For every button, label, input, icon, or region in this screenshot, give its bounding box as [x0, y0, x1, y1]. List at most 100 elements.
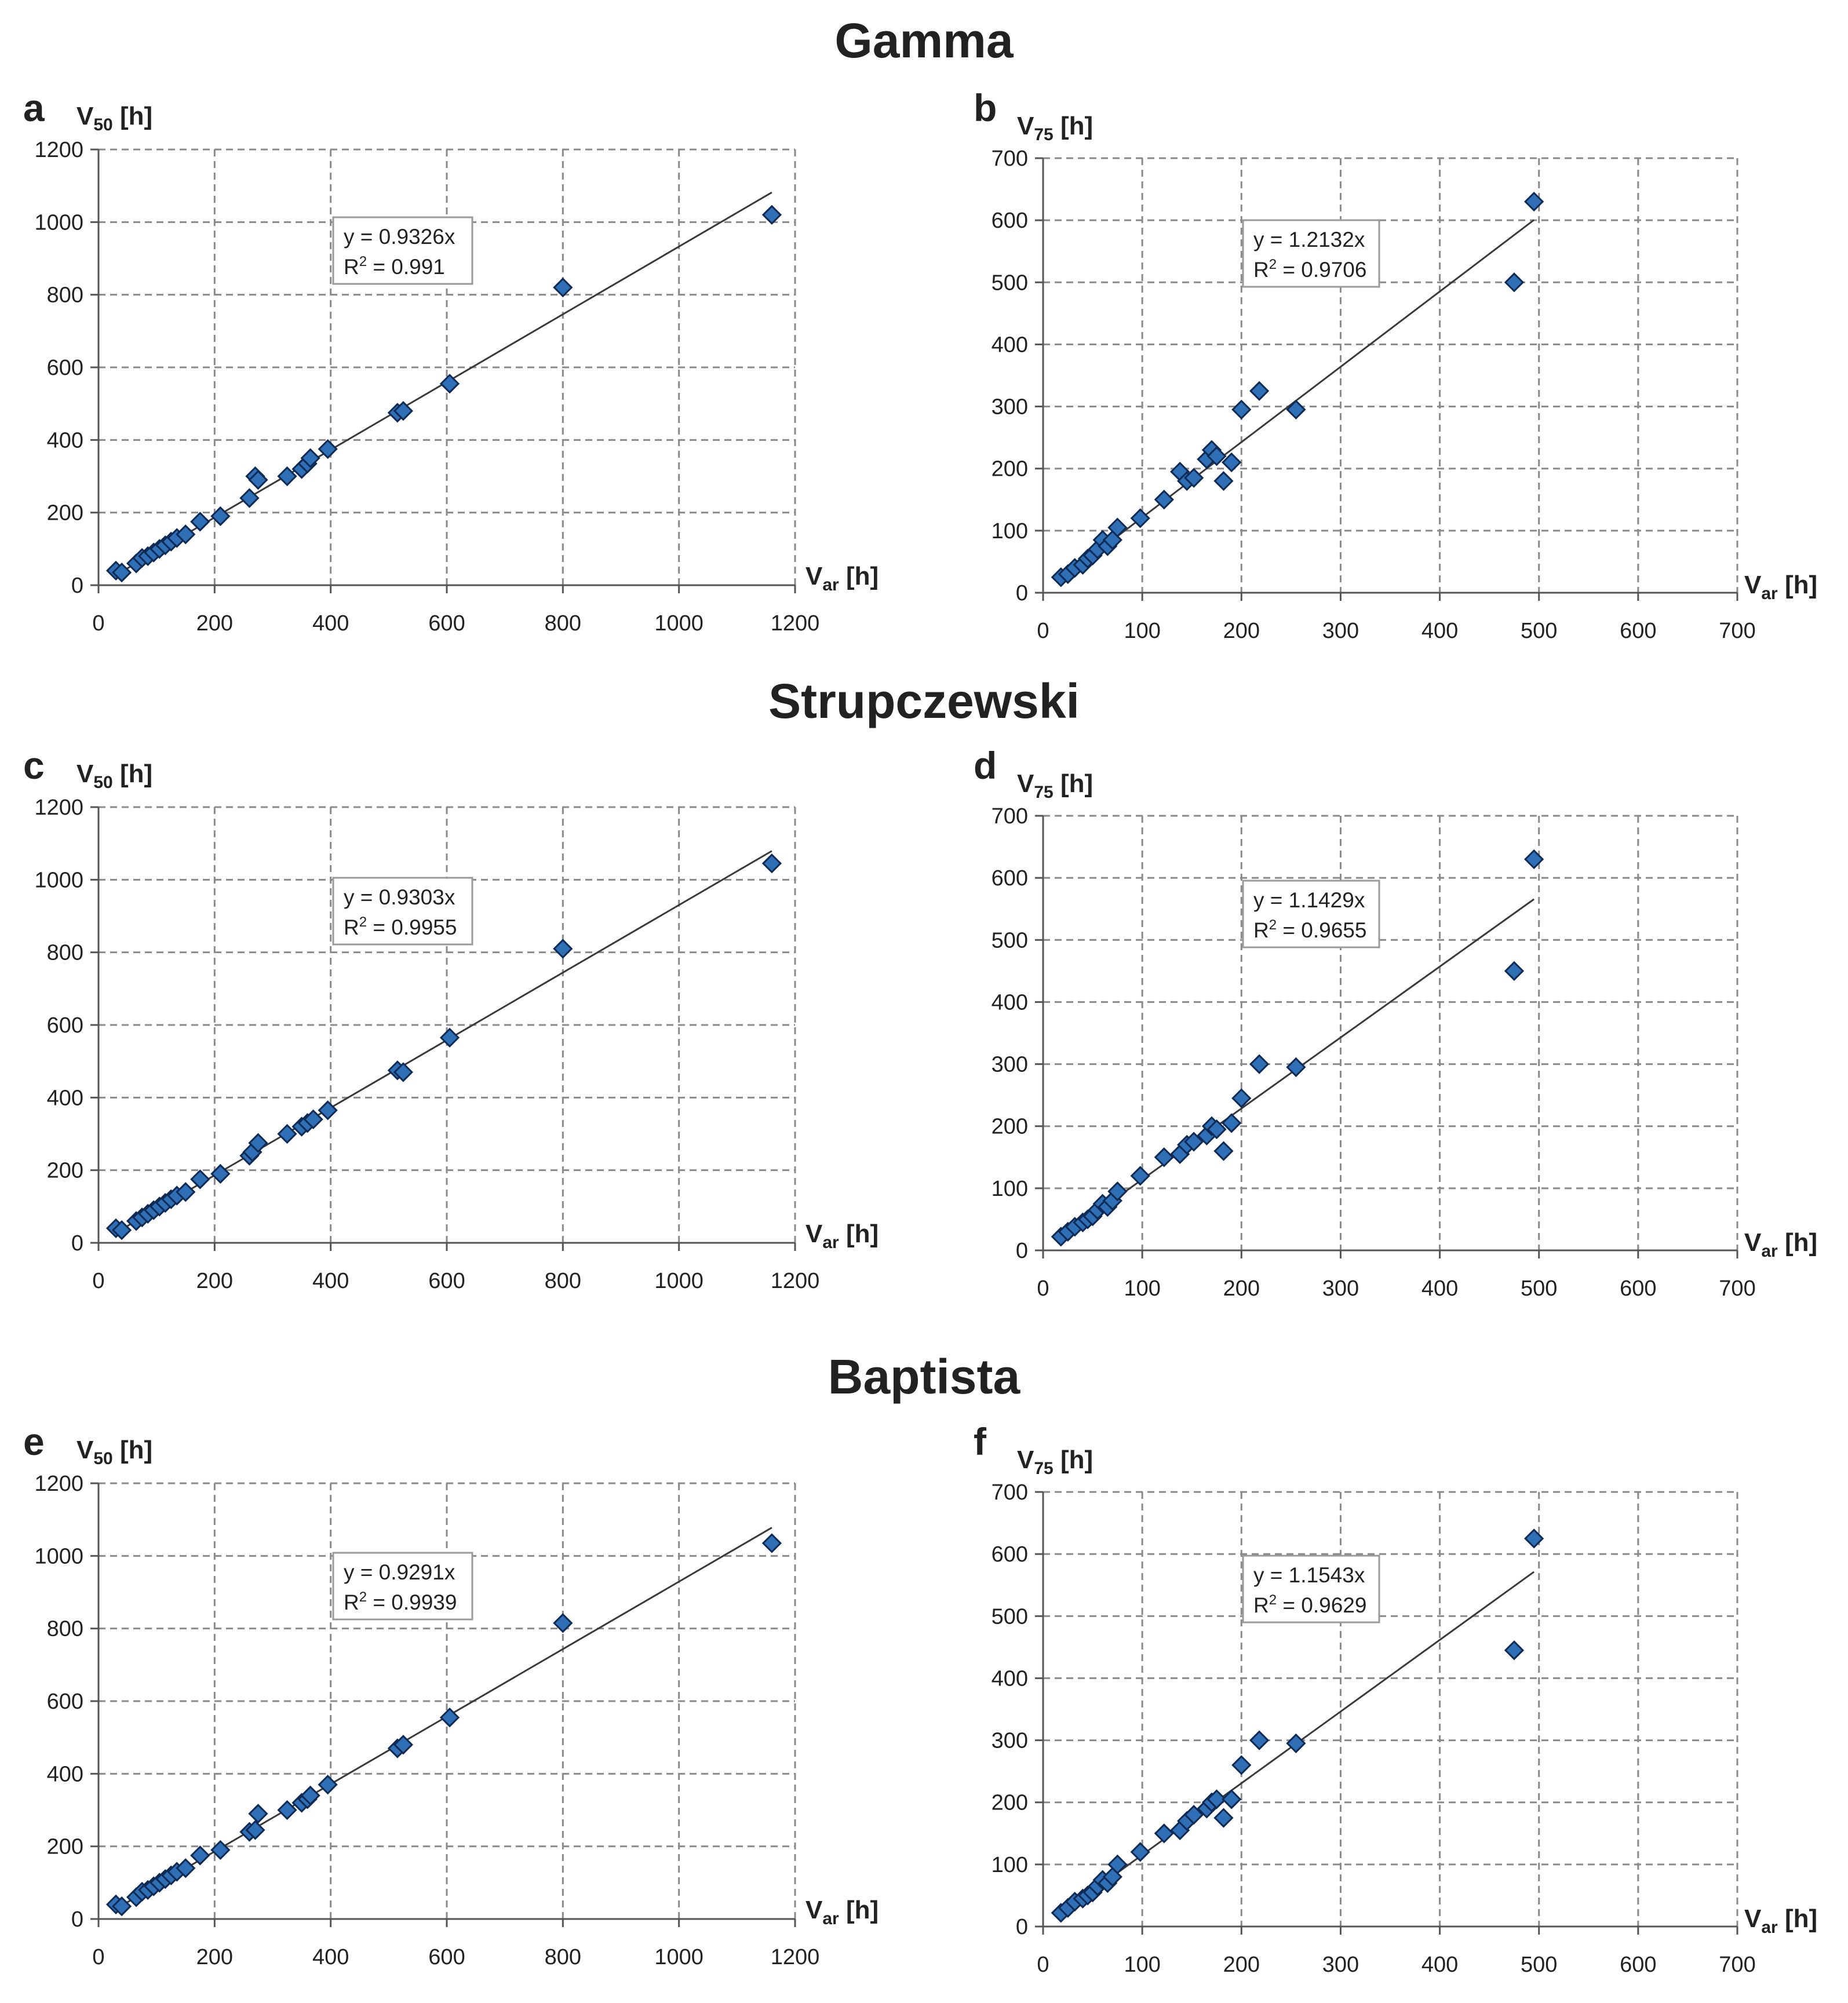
y-tick-label-a-600: 600: [47, 356, 83, 380]
data-point-f-12: [1154, 1823, 1174, 1844]
y-tick-label-d-0: 0: [1016, 1239, 1028, 1263]
data-point-b-11: [1130, 508, 1150, 528]
data-point-f-21: [1231, 1755, 1252, 1775]
y-tick-label-a-1000: 1000: [34, 210, 83, 235]
data-point-a-16: [277, 466, 297, 487]
x-tick-label-b-0: 0: [1037, 619, 1049, 643]
data-point-d-18: [1207, 1119, 1227, 1140]
data-point-a-24: [553, 278, 573, 298]
data-point-f-19: [1213, 1808, 1234, 1828]
data-point-c-20: [318, 1100, 338, 1121]
y-tick-label-f-500: 500: [992, 1604, 1028, 1629]
x-tick-label-a-600: 600: [428, 611, 465, 636]
r-squared-c: R2 = 0.9955: [344, 914, 457, 939]
x-tick-label-c-400: 400: [312, 1269, 349, 1293]
y-tick-label-e-400: 400: [47, 1762, 83, 1786]
data-point-d-21: [1231, 1088, 1252, 1108]
chart-a: 0 200 400 600 800 1000 1200 0 200 400 600 800 1000 12…: [34, 138, 819, 636]
data-point-e-19: [300, 1785, 320, 1806]
equation-b: y = 1.2132x: [1253, 228, 1365, 251]
panel-letter-d: d: [974, 744, 997, 787]
r-squared-a: R2 = 0.991: [344, 254, 445, 279]
x-tick-label-a-0: 0: [92, 611, 104, 636]
chart-d: 0 100 200 300 400 500 600 700 0 100 200 300 400 500 60…: [992, 804, 1756, 1301]
r-squared-e: R2 = 0.9939: [344, 1589, 457, 1614]
data-point-c-1: [111, 1220, 132, 1241]
data-point-e-1: [111, 1896, 132, 1917]
y-tick-label-f-600: 600: [992, 1542, 1028, 1567]
data-point-d-22: [1249, 1054, 1270, 1074]
equation-box-c: [332, 877, 473, 946]
x-tick-label-c-1200: 1200: [771, 1269, 820, 1293]
data-point-a-12: [210, 506, 231, 527]
data-point-a-10: [176, 524, 196, 545]
y-tick-label-d-200: 200: [992, 1115, 1028, 1139]
y-tick-label-d-100: 100: [992, 1177, 1028, 1201]
y-tick-label-e-0: 0: [71, 1907, 83, 1932]
data-point-f-18: [1207, 1789, 1227, 1809]
data-point-b-24: [1504, 272, 1525, 293]
r-squared-f: R2 = 0.9629: [1253, 1592, 1366, 1617]
data-point-a-15: [248, 470, 268, 490]
y-tick-label-d-500: 500: [992, 928, 1028, 953]
data-point-a-13: [239, 488, 260, 508]
x-tick-label-d-600: 600: [1620, 1276, 1656, 1301]
data-point-e-20: [318, 1775, 338, 1795]
x-tick-label-a-1200: 1200: [771, 611, 820, 636]
x-tick-label-c-200: 200: [196, 1269, 233, 1293]
data-point-e-16: [277, 1800, 297, 1820]
x-axis-label-b: Var [h]: [1744, 571, 1818, 603]
y-tick-label-b-0: 0: [1016, 581, 1028, 605]
y-tick-label-b-400: 400: [992, 333, 1028, 357]
y-tick-label-b-500: 500: [992, 271, 1028, 295]
data-point-b-15: [1184, 468, 1204, 488]
x-tick-label-e-1200: 1200: [771, 1945, 820, 1969]
data-point-f-15: [1184, 1805, 1204, 1825]
data-point-a-1: [111, 562, 132, 583]
y-tick-label-c-800: 800: [47, 941, 83, 965]
equation-box-e: [332, 1552, 473, 1621]
panel-letter-e: e: [23, 1420, 45, 1463]
equation-c: y = 0.9303x: [344, 885, 455, 909]
data-point-a-19: [300, 448, 320, 468]
y-tick-label-a-200: 200: [47, 501, 83, 526]
y-tick-label-f-100: 100: [992, 1853, 1028, 1877]
y-tick-label-f-700: 700: [992, 1480, 1028, 1505]
data-point-f-23: [1286, 1733, 1306, 1754]
equation-box-a: [332, 216, 473, 285]
data-point-c-15: [248, 1133, 268, 1153]
x-tick-label-f-600: 600: [1620, 1953, 1656, 1977]
data-point-c-25: [761, 853, 782, 874]
x-tick-label-e-200: 200: [196, 1945, 233, 1969]
data-point-e-15: [248, 1804, 268, 1824]
y-tick-label-c-600: 600: [47, 1013, 83, 1038]
x-tick-label-a-1000: 1000: [654, 611, 704, 636]
x-axis-label-c: Var [h]: [805, 1220, 879, 1252]
y-tick-label-b-700: 700: [992, 147, 1028, 171]
data-point-f-22: [1249, 1730, 1270, 1750]
panel-letter-a: a: [23, 86, 45, 129]
data-point-a-22: [393, 401, 413, 421]
data-point-d-20: [1222, 1113, 1242, 1133]
data-point-c-16: [277, 1123, 297, 1144]
x-tick-label-a-200: 200: [196, 611, 233, 636]
data-point-b-12: [1154, 490, 1174, 510]
x-tick-label-c-800: 800: [545, 1269, 581, 1293]
data-point-e-24: [553, 1613, 573, 1633]
data-point-d-25: [1524, 849, 1544, 870]
x-axis-label-e: Var [h]: [805, 1896, 879, 1928]
equation-box-d: [1242, 880, 1380, 948]
data-point-b-25: [1524, 191, 1544, 212]
y-tick-label-e-600: 600: [47, 1690, 83, 1714]
data-point-d-15: [1184, 1132, 1204, 1152]
x-tick-label-b-500: 500: [1521, 619, 1557, 643]
data-point-b-18: [1207, 446, 1227, 466]
data-point-a-11: [190, 512, 210, 532]
x-tick-label-f-500: 500: [1521, 1953, 1557, 1977]
data-point-e-22: [393, 1735, 413, 1755]
section-title-gamma: Gamma: [834, 13, 1014, 68]
y-tick-label-e-200: 200: [47, 1835, 83, 1859]
chart-e: 0 200 400 600 800 1000 1200 0 200 400 600 800 1000 12…: [34, 1472, 819, 1969]
chart-c: 0 200 400 600 800 1000 1200 0 200 400 600 800 1000 12…: [34, 796, 819, 1293]
